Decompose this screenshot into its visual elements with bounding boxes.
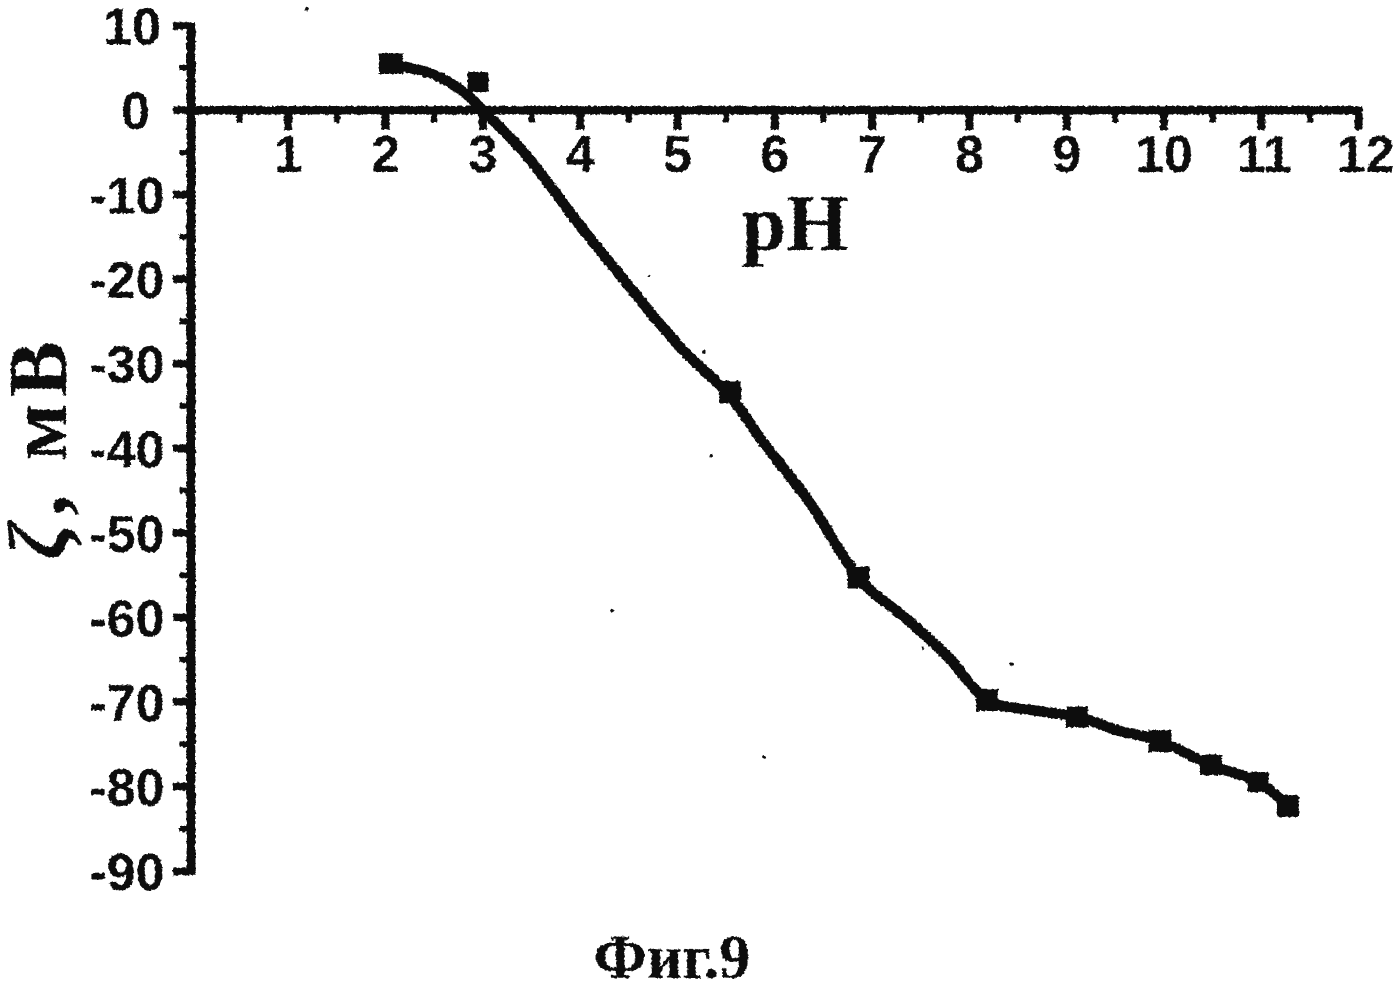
svg-text:-50: -50 (89, 506, 164, 564)
svg-text:0: 0 (121, 83, 150, 141)
svg-text:-80: -80 (89, 760, 164, 818)
svg-text:ζ, мВ: ζ, мВ (0, 335, 85, 560)
svg-text:-90: -90 (89, 844, 164, 902)
svg-text:Фиг.9: Фиг.9 (594, 924, 751, 990)
svg-text:1: 1 (274, 126, 303, 184)
svg-text:11: 11 (1237, 126, 1292, 184)
svg-text:3: 3 (468, 126, 497, 184)
svg-text:6: 6 (760, 126, 789, 184)
svg-text:-40: -40 (89, 421, 164, 479)
svg-text:4: 4 (566, 126, 595, 184)
svg-text:-20: -20 (89, 252, 164, 310)
svg-text:pH: pH (742, 180, 849, 268)
svg-text:5: 5 (663, 126, 692, 184)
svg-text:9: 9 (1052, 126, 1081, 184)
svg-text:-60: -60 (89, 590, 164, 648)
svg-text:-10: -10 (89, 168, 164, 226)
svg-text:-30: -30 (89, 337, 164, 395)
svg-text:-70: -70 (89, 675, 164, 733)
svg-text:12: 12 (1337, 126, 1395, 184)
svg-text:8: 8 (955, 126, 984, 184)
svg-text:2: 2 (371, 126, 400, 184)
svg-text:10: 10 (1135, 126, 1193, 184)
svg-text:7: 7 (858, 126, 887, 184)
svg-text:10: 10 (103, 0, 161, 57)
